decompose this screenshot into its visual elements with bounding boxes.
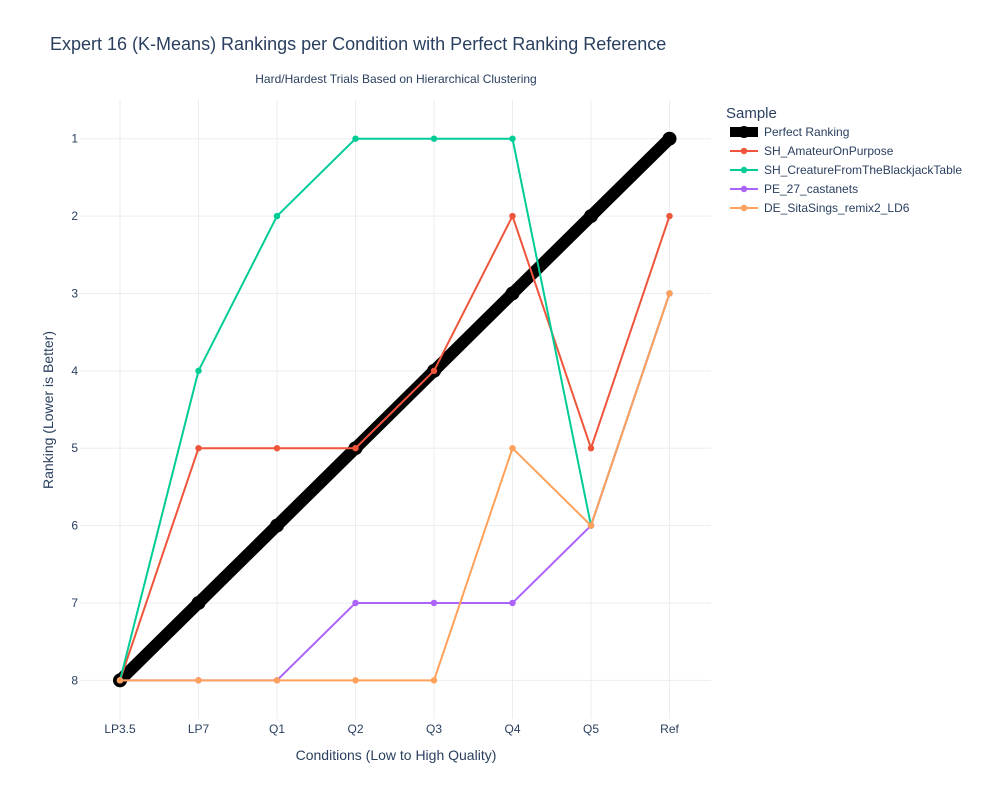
y-axis-title: Ranking (Lower is Better) xyxy=(40,331,56,489)
legend-label: PE_27_castanets xyxy=(764,182,858,196)
x-axis-title: Conditions (Low to High Quality) xyxy=(296,747,497,763)
legend-label: Perfect Ranking xyxy=(764,125,849,139)
data-point xyxy=(509,212,516,220)
x-tick-label: Q1 xyxy=(269,722,285,736)
series-line-1 xyxy=(119,215,671,682)
plot-area xyxy=(113,131,677,688)
x-tick-label: LP7 xyxy=(188,722,210,736)
legend-swatch-marker xyxy=(738,126,750,138)
data-point xyxy=(509,135,516,142)
legend: Sample Perfect Ranking SH_AmateurOnPurpos… xyxy=(726,105,962,215)
y-axis: 1 2 3 4 5 6 7 8 xyxy=(71,132,78,688)
data-point xyxy=(509,599,516,607)
data-point xyxy=(273,677,281,684)
series-line-4 xyxy=(119,292,671,682)
x-tick-label: Q3 xyxy=(426,722,442,736)
chart-title: Expert 16 (K-Means) Rankings per Conditi… xyxy=(50,34,666,54)
data-point xyxy=(587,444,595,452)
data-point xyxy=(195,444,202,452)
data-point xyxy=(662,131,677,146)
data-point xyxy=(430,677,438,684)
y-tick-label: 3 xyxy=(71,286,78,300)
data-point xyxy=(430,367,438,375)
data-point xyxy=(195,677,202,684)
data-point xyxy=(430,599,438,607)
data-point xyxy=(270,518,284,533)
data-point xyxy=(273,212,281,220)
data-point xyxy=(352,677,359,684)
data-point xyxy=(195,367,202,375)
x-axis: LP3.5 LP7 Q1 Q2 Q3 Q4 Q5 Ref xyxy=(104,722,679,736)
x-tick-label: Q4 xyxy=(504,722,520,736)
y-tick-label: 5 xyxy=(71,441,78,455)
data-point xyxy=(430,135,438,142)
legend-swatch-marker xyxy=(740,204,748,212)
y-tick-label: 6 xyxy=(71,519,78,533)
data-point xyxy=(509,444,516,452)
legend-swatch-marker xyxy=(740,185,748,193)
data-point xyxy=(666,212,673,220)
x-tick-label: Q2 xyxy=(347,722,363,736)
series-line-3 xyxy=(119,292,671,682)
y-tick-label: 2 xyxy=(71,209,78,223)
data-point xyxy=(273,444,281,452)
x-tick-label: Ref xyxy=(660,722,679,736)
data-point xyxy=(352,599,359,607)
data-point xyxy=(584,209,598,224)
legend-swatch-marker xyxy=(740,147,748,155)
data-point xyxy=(352,444,359,452)
legend-label: DE_SitaSings_remix2_LD6 xyxy=(764,201,910,215)
chart-subtitle: Hard/Hardest Trials Based on Hierarchica… xyxy=(255,72,536,86)
legend-label: SH_AmateurOnPurpose xyxy=(764,144,894,158)
legend-swatch-marker xyxy=(740,166,748,174)
legend-title: Sample xyxy=(726,105,777,122)
data-point xyxy=(505,286,520,301)
data-point xyxy=(666,290,673,297)
y-tick-label: 1 xyxy=(71,132,78,146)
x-tick-label: Q5 xyxy=(583,722,599,736)
data-point xyxy=(116,677,124,684)
y-tick-label: 7 xyxy=(71,596,78,610)
data-point xyxy=(191,595,206,610)
y-tick-label: 8 xyxy=(71,673,78,687)
legend-label: SH_CreatureFromTheBlackjackTable xyxy=(764,163,962,177)
series-line-2 xyxy=(119,137,671,682)
grid xyxy=(80,100,711,719)
data-point xyxy=(352,135,359,142)
data-point xyxy=(587,522,595,529)
y-tick-label: 4 xyxy=(71,364,78,378)
x-tick-label: LP3.5 xyxy=(104,722,136,736)
